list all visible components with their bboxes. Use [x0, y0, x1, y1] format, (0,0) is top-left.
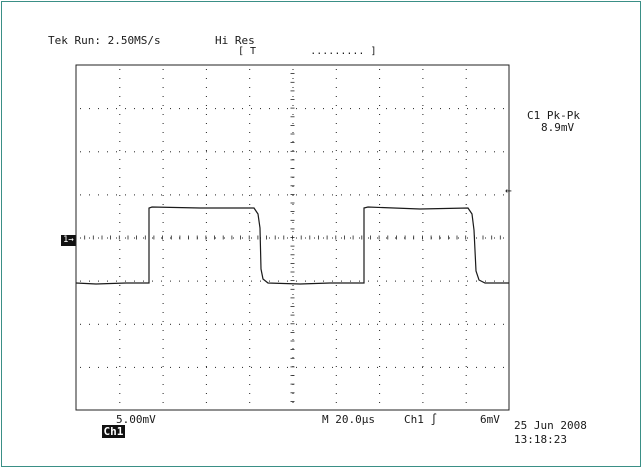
- time-per-div: M 20.0µs: [322, 413, 375, 426]
- trigger-level: 6mV: [480, 413, 500, 426]
- channel-tag-label: Ch1: [101, 425, 126, 438]
- volts-per-div: 5.00mV: [116, 413, 156, 426]
- capture-time: 13:18:23: [514, 433, 567, 446]
- trigger-position-bracket: [ T ......... ]: [238, 46, 377, 57]
- trigger-source: Ch1 ∫: [404, 413, 438, 426]
- center-axis-ticks: [75, 64, 501, 411]
- grid-dots: [80, 69, 504, 403]
- measurement-value: 8.9mV: [541, 121, 575, 134]
- channel-1-waveform: [75, 206, 509, 285]
- run-status: Tek Run: 2.50MS/s: [48, 34, 161, 47]
- footer-channel-tag: Ch1: [75, 414, 126, 450]
- trigger-level-arrow-icon: ←: [505, 184, 512, 197]
- measurement-label: C1 Pk-Pk: [527, 109, 580, 122]
- acquisition-mode: Hi Res: [215, 34, 255, 47]
- channel-1-ground-marker: 1→: [61, 235, 76, 246]
- capture-date: 25 Jun 2008: [514, 419, 587, 432]
- graticule-border: [75, 64, 510, 411]
